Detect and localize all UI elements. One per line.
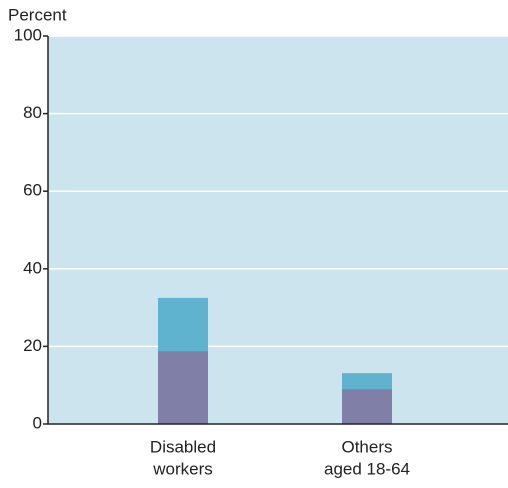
x-tick-label: Disabled xyxy=(150,437,216,456)
bar-segment xyxy=(342,373,392,390)
y-tick-label: 80 xyxy=(23,103,42,122)
y-tick-label: 0 xyxy=(33,413,42,432)
bar-segment xyxy=(158,297,208,352)
y-tick-label: 60 xyxy=(23,181,42,200)
x-tick-label: Others xyxy=(341,437,392,456)
bar-segment xyxy=(158,351,208,424)
y-tick-label: 40 xyxy=(23,258,42,277)
bar-segment xyxy=(342,389,392,424)
y-tick-label: 20 xyxy=(23,336,42,355)
x-tick-label: aged 18-64 xyxy=(324,459,410,478)
plot-background xyxy=(48,36,508,424)
y-tick-label: 100 xyxy=(14,25,42,44)
x-tick-label: workers xyxy=(152,459,213,478)
y-axis-label: Percent xyxy=(8,5,67,24)
